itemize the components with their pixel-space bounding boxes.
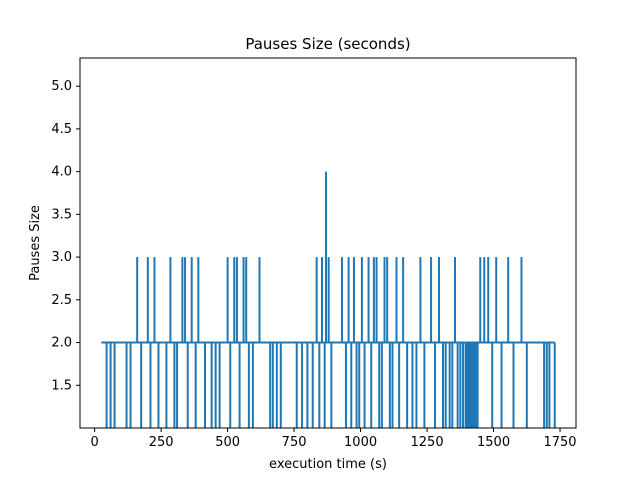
x-tick-label: 0 — [90, 435, 98, 450]
plot-frame — [79, 57, 577, 429]
y-tick-label: 1.5 — [51, 378, 72, 393]
y-tick-label: 4.5 — [51, 122, 72, 137]
x-tick-label: 250 — [149, 435, 174, 450]
x-tick-label: 750 — [282, 435, 307, 450]
y-tick-label: 3.5 — [51, 207, 72, 222]
x-tick-label: 1250 — [411, 435, 444, 450]
x-tick-label: 1750 — [543, 435, 576, 450]
x-tick-label: 1000 — [344, 435, 377, 450]
x-axis-ticks: 0 250 500 750 1000 1250 1500 1750 — [90, 428, 577, 450]
y-axis-ticks: 1.5 2.0 2.5 3.0 3.5 4.0 4.5 5.0 — [51, 79, 80, 393]
x-axis-label: execution time (s) — [269, 457, 387, 472]
plot-content — [101, 171, 556, 428]
y-tick-label: 2.0 — [51, 336, 72, 351]
chart-title: Pauses Size (seconds) — [245, 35, 410, 53]
y-axis-label: Pauses Size — [28, 205, 43, 281]
y-tick-label: 3.0 — [51, 250, 72, 265]
x-tick-label: 1500 — [477, 435, 510, 450]
x-tick-label: 500 — [215, 435, 240, 450]
y-tick-label: 5.0 — [51, 79, 72, 94]
y-tick-label: 2.5 — [51, 293, 72, 308]
y-tick-label: 4.0 — [51, 165, 72, 180]
